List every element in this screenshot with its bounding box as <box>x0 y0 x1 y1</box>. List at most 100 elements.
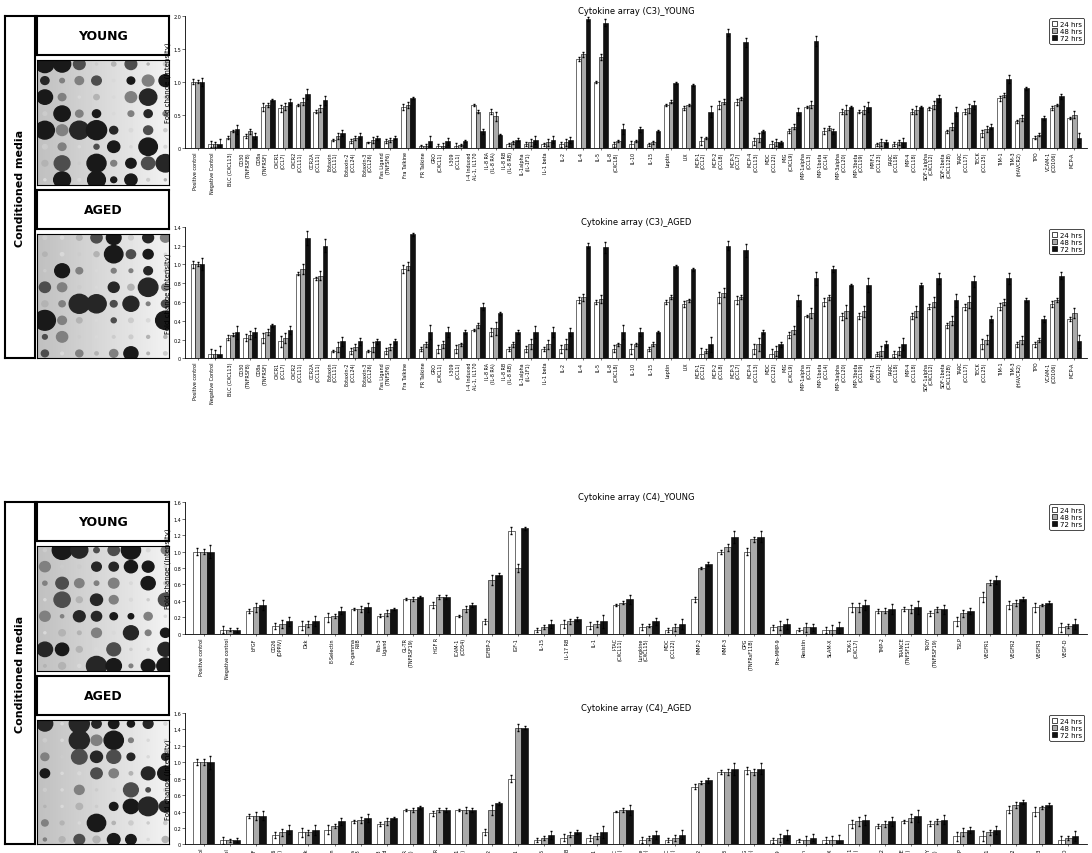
Bar <box>691 600 698 634</box>
Circle shape <box>111 318 116 323</box>
Bar <box>515 141 520 148</box>
Circle shape <box>70 122 88 140</box>
Bar <box>1055 301 1059 359</box>
Bar <box>287 102 292 148</box>
Bar <box>391 818 397 844</box>
Legend: 24 hrs, 48 hrs, 72 hrs: 24 hrs, 48 hrs, 72 hrs <box>1049 715 1084 740</box>
Circle shape <box>123 347 138 361</box>
Circle shape <box>147 740 150 741</box>
Bar <box>403 810 410 844</box>
Bar <box>593 624 600 634</box>
Bar <box>993 830 1000 844</box>
Circle shape <box>110 613 118 620</box>
Bar <box>298 626 305 634</box>
Bar <box>1019 600 1026 634</box>
Circle shape <box>44 664 46 667</box>
Bar <box>353 348 358 359</box>
Bar <box>980 836 986 844</box>
Circle shape <box>140 90 157 106</box>
Circle shape <box>57 125 68 136</box>
Circle shape <box>76 269 83 275</box>
Bar <box>699 354 703 359</box>
Bar <box>470 606 476 634</box>
Circle shape <box>71 543 87 559</box>
Bar <box>357 820 365 844</box>
Text: AGED: AGED <box>84 689 122 702</box>
Bar <box>1037 136 1042 148</box>
Bar <box>686 106 691 148</box>
Bar <box>429 813 436 844</box>
Circle shape <box>146 788 151 792</box>
Bar <box>703 351 709 359</box>
Bar <box>252 608 260 634</box>
Circle shape <box>44 739 47 742</box>
Bar <box>940 609 948 634</box>
Bar <box>949 127 953 148</box>
Bar <box>626 810 633 844</box>
Bar <box>230 132 235 148</box>
Bar <box>441 147 446 148</box>
Bar <box>1024 90 1029 148</box>
Bar <box>366 351 370 359</box>
Bar <box>246 815 252 844</box>
Bar <box>652 834 660 844</box>
Circle shape <box>61 722 63 725</box>
Bar <box>962 307 966 359</box>
Circle shape <box>44 599 46 601</box>
Bar <box>1032 811 1038 844</box>
Bar <box>993 581 1000 634</box>
Circle shape <box>72 750 87 764</box>
Circle shape <box>161 629 170 637</box>
Circle shape <box>112 788 116 792</box>
Bar <box>986 833 993 844</box>
Bar <box>1032 608 1038 634</box>
Circle shape <box>147 822 150 824</box>
Bar <box>844 312 848 359</box>
Circle shape <box>109 596 118 604</box>
Circle shape <box>112 821 116 825</box>
Bar <box>731 769 738 844</box>
Circle shape <box>75 78 83 85</box>
Circle shape <box>146 319 150 322</box>
Bar <box>278 624 286 634</box>
Bar <box>875 145 879 148</box>
Bar <box>862 820 869 844</box>
Bar <box>613 811 619 844</box>
Circle shape <box>104 731 123 750</box>
Circle shape <box>76 647 82 653</box>
Bar <box>655 333 661 359</box>
Circle shape <box>56 577 69 589</box>
Bar <box>1067 320 1072 359</box>
Circle shape <box>75 351 83 357</box>
Bar <box>633 142 638 148</box>
Bar <box>739 298 744 359</box>
Bar <box>704 564 712 634</box>
Bar <box>883 345 888 359</box>
Bar <box>1072 116 1077 148</box>
Bar <box>655 132 661 148</box>
Bar <box>822 132 827 148</box>
Bar <box>901 609 907 634</box>
Bar <box>1037 340 1042 359</box>
Bar <box>744 552 750 634</box>
Bar <box>724 548 731 634</box>
Bar <box>966 303 972 359</box>
Bar <box>230 335 235 359</box>
Bar <box>980 597 986 634</box>
Circle shape <box>129 336 133 339</box>
Text: Conditioned media: Conditioned media <box>15 615 25 732</box>
Bar <box>787 335 792 359</box>
Circle shape <box>130 583 132 584</box>
Bar <box>600 833 607 844</box>
Bar <box>651 345 655 359</box>
Circle shape <box>43 236 47 241</box>
Circle shape <box>121 542 141 560</box>
Circle shape <box>142 76 154 87</box>
Circle shape <box>144 127 153 136</box>
Circle shape <box>61 740 63 741</box>
Y-axis label: Fold change (Intensity): Fold change (Intensity) <box>164 43 170 123</box>
Circle shape <box>91 233 103 244</box>
Bar <box>651 143 655 148</box>
Bar <box>573 619 581 634</box>
Bar <box>734 102 739 148</box>
